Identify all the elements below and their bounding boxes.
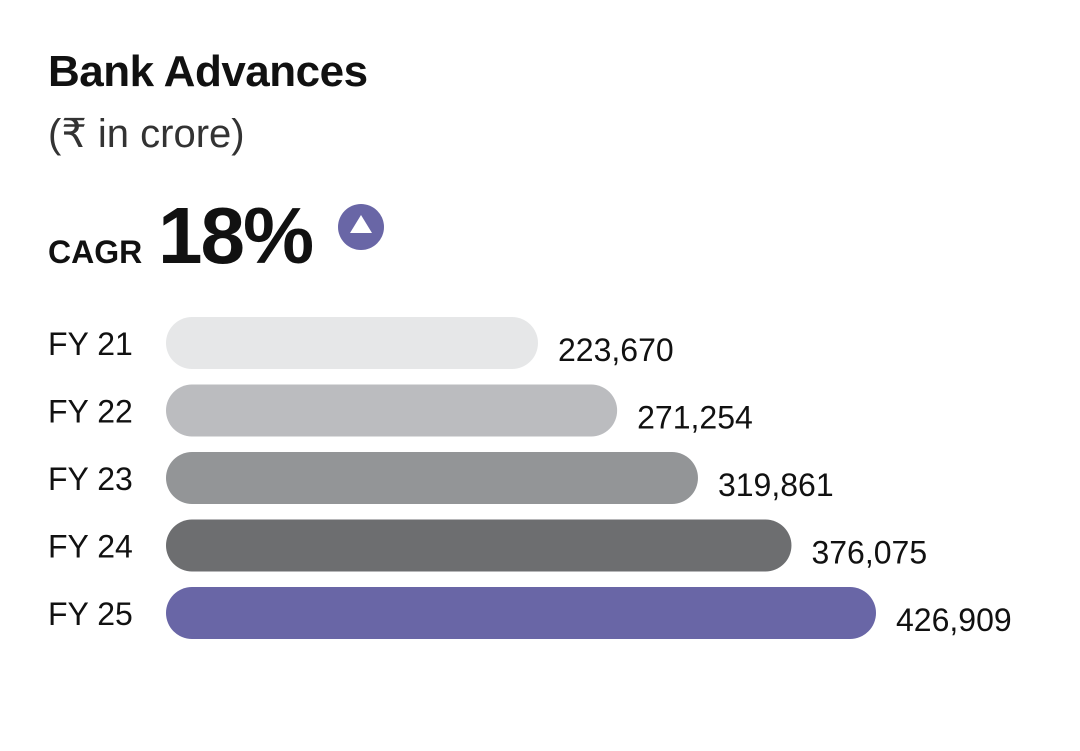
value-label: 271,254 [637, 400, 753, 436]
bar [166, 587, 876, 639]
chart-title: Bank Advances [48, 47, 368, 96]
category-label: FY 24 [48, 529, 133, 565]
category-label: FY 22 [48, 394, 133, 430]
value-label: 376,075 [811, 535, 927, 571]
bar [166, 317, 538, 369]
category-label: FY 21 [48, 326, 133, 362]
bar [166, 452, 698, 504]
category-label: FY 25 [48, 596, 133, 632]
bar [166, 519, 792, 572]
value-label: 426,909 [896, 602, 1012, 638]
bar [166, 384, 618, 437]
category-label: FY 23 [48, 461, 133, 497]
chart-subtitle: (₹ in crore) [48, 112, 245, 156]
triangle-up-circle-icon [338, 204, 384, 250]
value-label: 223,670 [558, 332, 674, 368]
cagr-label: CAGR [48, 234, 143, 270]
cagr-value: 18% [158, 191, 314, 280]
value-label: 319,861 [718, 467, 834, 503]
